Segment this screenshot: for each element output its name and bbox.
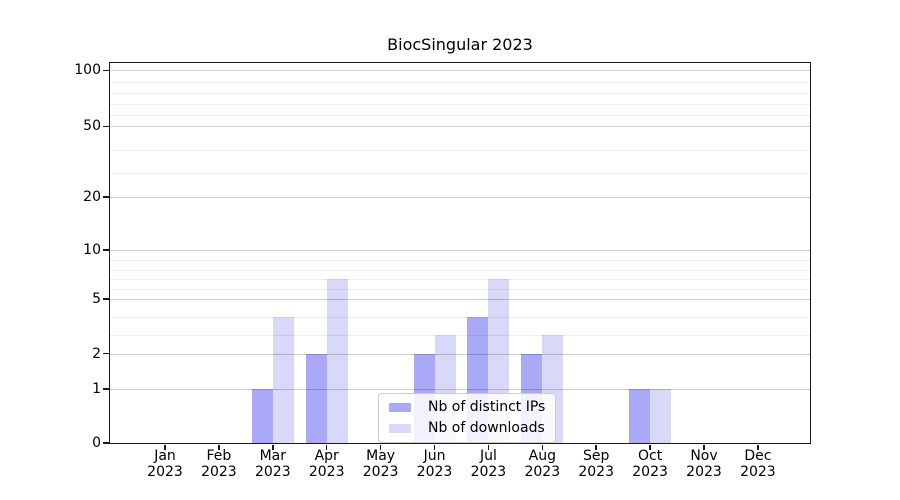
bar-distinct-ips <box>629 389 651 443</box>
x-tick-label: Nov 2023 <box>686 448 722 480</box>
x-tick-label: Mar 2023 <box>254 448 291 480</box>
bar-distinct-ips <box>305 353 327 443</box>
x-tick-label: May 2023 <box>362 448 399 480</box>
x-tick-label: Jun 2023 <box>416 448 453 480</box>
y-tick-mark <box>103 196 109 198</box>
legend-swatch-downloads-icon <box>389 423 411 434</box>
legend-label: Nb of downloads <box>428 420 545 436</box>
legend-label: Nb of distinct IPs <box>428 399 546 415</box>
bar-downloads <box>326 279 348 443</box>
y-tick-label: 50 <box>83 118 101 135</box>
tickmark-layer <box>103 63 810 450</box>
bar-downloads <box>650 389 672 443</box>
x-tick-mark <box>541 444 544 450</box>
x-tick-mark <box>218 444 220 450</box>
y-tick-mark <box>103 69 109 72</box>
legend-swatch-distinct-ips-icon <box>389 402 411 413</box>
x-tick-label: Aug 2023 <box>524 448 561 480</box>
bar-downloads <box>272 317 294 443</box>
x-tick-label: Jul 2023 <box>470 448 507 480</box>
y-tick-label: 10 <box>83 242 101 258</box>
x-tick-label: Jan 2023 <box>147 448 183 480</box>
y-tick-mark <box>103 352 109 355</box>
x-tick-label: Apr 2023 <box>308 448 345 480</box>
x-tick-label: Dec 2023 <box>740 448 776 480</box>
x-tick-mark <box>757 444 759 450</box>
plot-area <box>103 62 811 450</box>
y-tick-label: 20 <box>83 189 101 205</box>
x-tick-mark <box>595 444 597 450</box>
chart-title: BiocSingular 2023 <box>387 35 533 54</box>
x-tick-mark <box>649 444 651 450</box>
y-tick-label: 0 <box>92 435 101 451</box>
x-tick-mark <box>325 444 328 450</box>
x-tick-mark <box>703 444 705 450</box>
x-tick-mark <box>164 444 166 450</box>
y-tick-mark <box>103 298 109 300</box>
x-tick-mark <box>272 444 274 450</box>
legend: Nb of distinct IPs Nb of downloads <box>378 393 557 443</box>
y-tick-mark <box>103 442 109 444</box>
y-tick-mark <box>103 125 109 128</box>
x-tick-mark <box>379 444 382 450</box>
y-tick-label: 2 <box>92 345 101 362</box>
x-tick-label: Feb 2023 <box>201 448 237 480</box>
y-tick-label: 5 <box>92 291 101 307</box>
legend-item-distinct-ips: Nb of distinct IPs <box>389 400 545 415</box>
y-tick-mark <box>103 388 109 390</box>
y-tick-label: 1 <box>92 381 101 397</box>
x-tick-mark <box>487 444 490 450</box>
x-tick-label: Sep 2023 <box>578 448 614 480</box>
y-tick-label: 100 <box>74 62 101 79</box>
y-tick-mark <box>103 249 109 251</box>
bar-distinct-ips <box>251 389 273 443</box>
x-tick-label: Oct 2023 <box>632 448 668 480</box>
legend-item-downloads: Nb of downloads <box>389 421 545 436</box>
x-tick-mark <box>433 444 436 450</box>
